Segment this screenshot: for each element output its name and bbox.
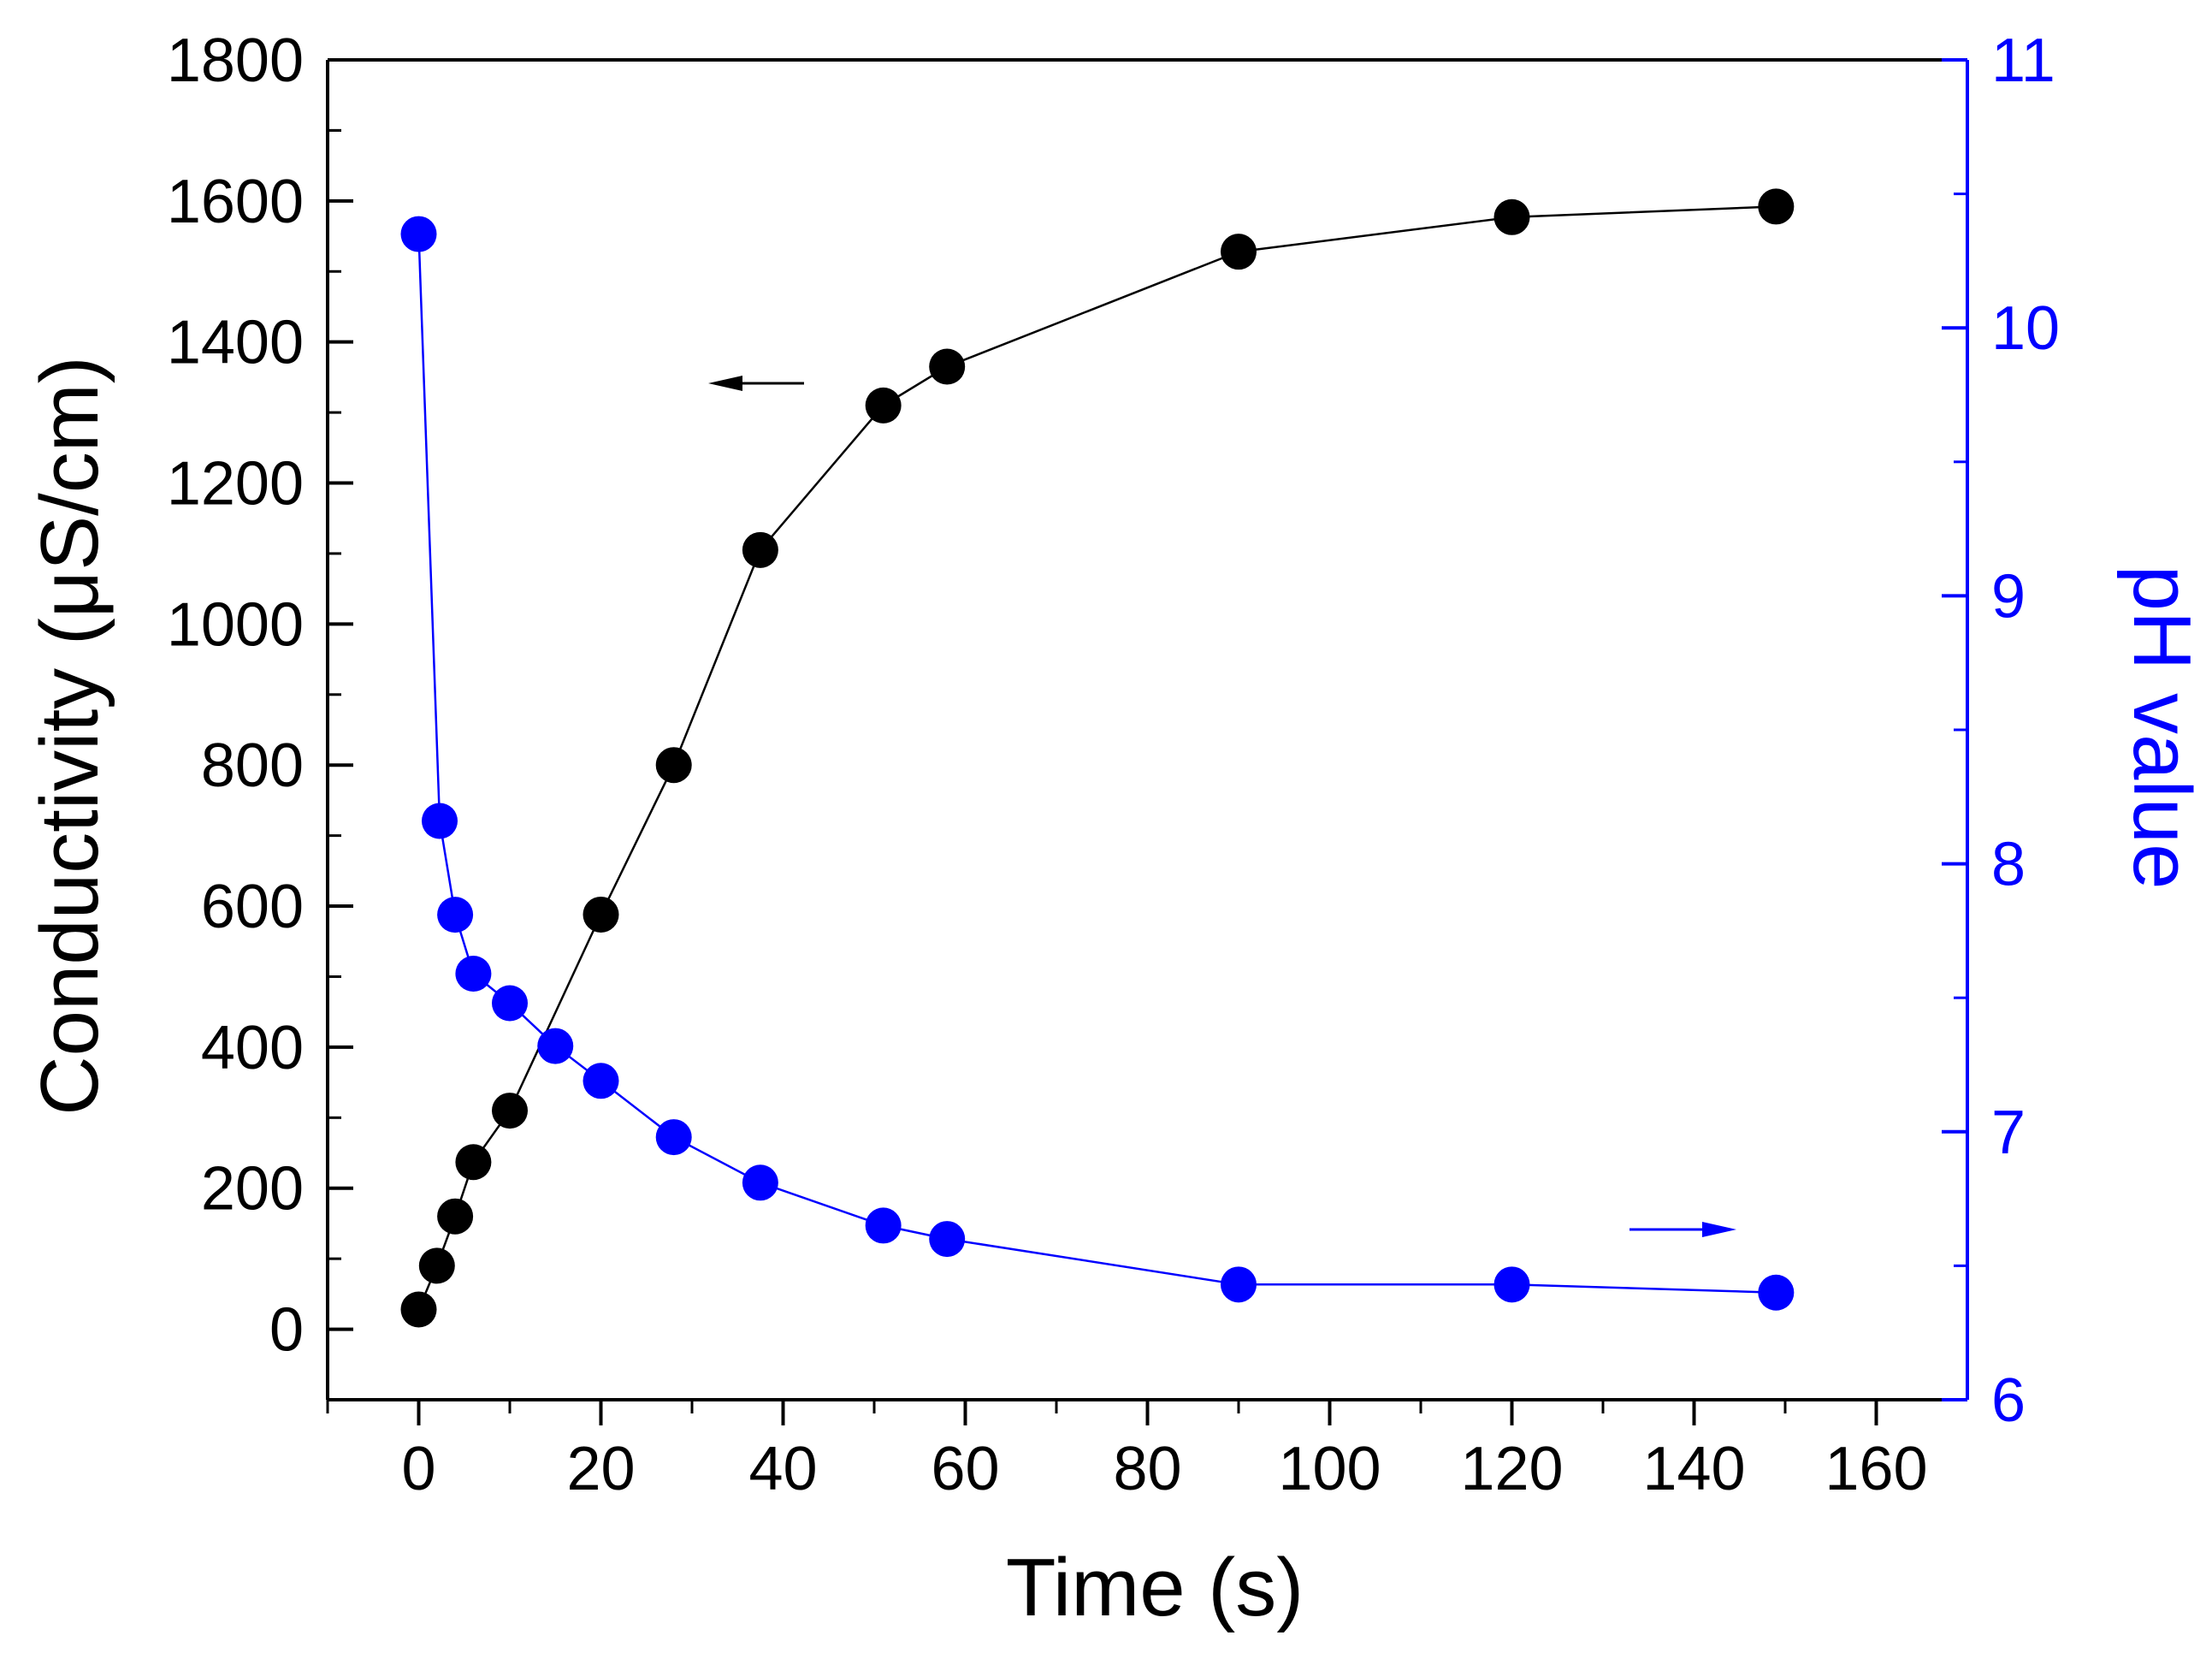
y2-tick-label: 9	[1991, 562, 2026, 631]
conductivity-data-point	[742, 531, 778, 568]
ph-data-point	[1758, 1274, 1795, 1311]
conductivity-data-point	[418, 1247, 455, 1284]
y-tick-label: 1800	[167, 27, 304, 95]
x-tick-label: 60	[931, 1435, 999, 1503]
conductivity-data-point	[929, 348, 966, 385]
x-tick-label: 100	[1278, 1435, 1381, 1503]
conductivity-data-point	[1221, 234, 1257, 270]
y2-tick-label: 10	[1991, 294, 2060, 363]
y-tick-label: 1400	[167, 309, 304, 377]
conductivity-series-line	[417, 205, 1777, 1310]
y2-tick-label: 11	[1991, 27, 2055, 95]
y-tick-label: 600	[201, 873, 304, 941]
y-tick-label: 400	[201, 1014, 304, 1082]
conductivity-data-point	[437, 1198, 474, 1235]
conductivity-data-point	[455, 1144, 492, 1181]
ph-series-line	[417, 234, 1777, 1294]
y-tick-label: 1600	[167, 168, 304, 236]
ph-data-point	[492, 985, 528, 1022]
x-tick-label: 40	[748, 1435, 817, 1503]
x-tick-label: 0	[401, 1435, 435, 1503]
ph-data-point	[537, 1028, 574, 1064]
x-tick-label: 160	[1825, 1435, 1927, 1503]
conductivity-data-point	[1493, 198, 1530, 235]
x-tick-label: 80	[1113, 1435, 1181, 1503]
conductivity-data-point	[583, 896, 619, 933]
ph-data-point	[929, 1221, 966, 1258]
conductivity-data-point	[655, 747, 692, 784]
y2-axis-title: pH value	[2116, 566, 2208, 890]
ph-data-point	[421, 803, 458, 839]
y-axis-title: Conductivity (μS/cm)	[24, 356, 115, 1115]
conductivity-data-point	[492, 1093, 528, 1129]
y-tick-label: 1000	[167, 590, 304, 659]
x-tick-label: 140	[1642, 1435, 1745, 1503]
y-tick-label: 0	[269, 1296, 304, 1365]
conductivity-axis-arrow-head	[708, 376, 742, 391]
y-tick-label: 800	[201, 732, 304, 800]
ph-data-point	[655, 1119, 692, 1156]
plot-area: 0 20 40 60 80 100 120 140 1600200400600800100012…	[167, 27, 2060, 1503]
y-tick-label: 1200	[167, 450, 304, 518]
conductivity-data-point	[400, 1291, 437, 1328]
x-tick-label: 120	[1460, 1435, 1563, 1503]
y2-tick-label: 7	[1991, 1099, 2026, 1167]
x-tick-label: 20	[566, 1435, 635, 1503]
conductivity-data-point	[1758, 188, 1795, 225]
ph-axis-arrow-head	[1702, 1222, 1736, 1237]
ph-data-point	[742, 1164, 778, 1201]
x-axis-title: Time (s)	[1006, 1542, 1304, 1633]
ph-data-point	[455, 956, 492, 992]
y2-tick-label: 6	[1991, 1366, 2026, 1435]
ph-data-point	[865, 1207, 902, 1244]
ph-data-point	[1493, 1266, 1530, 1303]
ph-data-point	[1221, 1266, 1257, 1303]
y-tick-label: 200	[201, 1155, 304, 1224]
y2-tick-label: 8	[1991, 831, 2026, 899]
conductivity-data-point	[865, 387, 902, 424]
ph-data-point	[583, 1063, 619, 1099]
ph-data-point	[437, 897, 474, 933]
ph-data-point	[400, 216, 437, 252]
